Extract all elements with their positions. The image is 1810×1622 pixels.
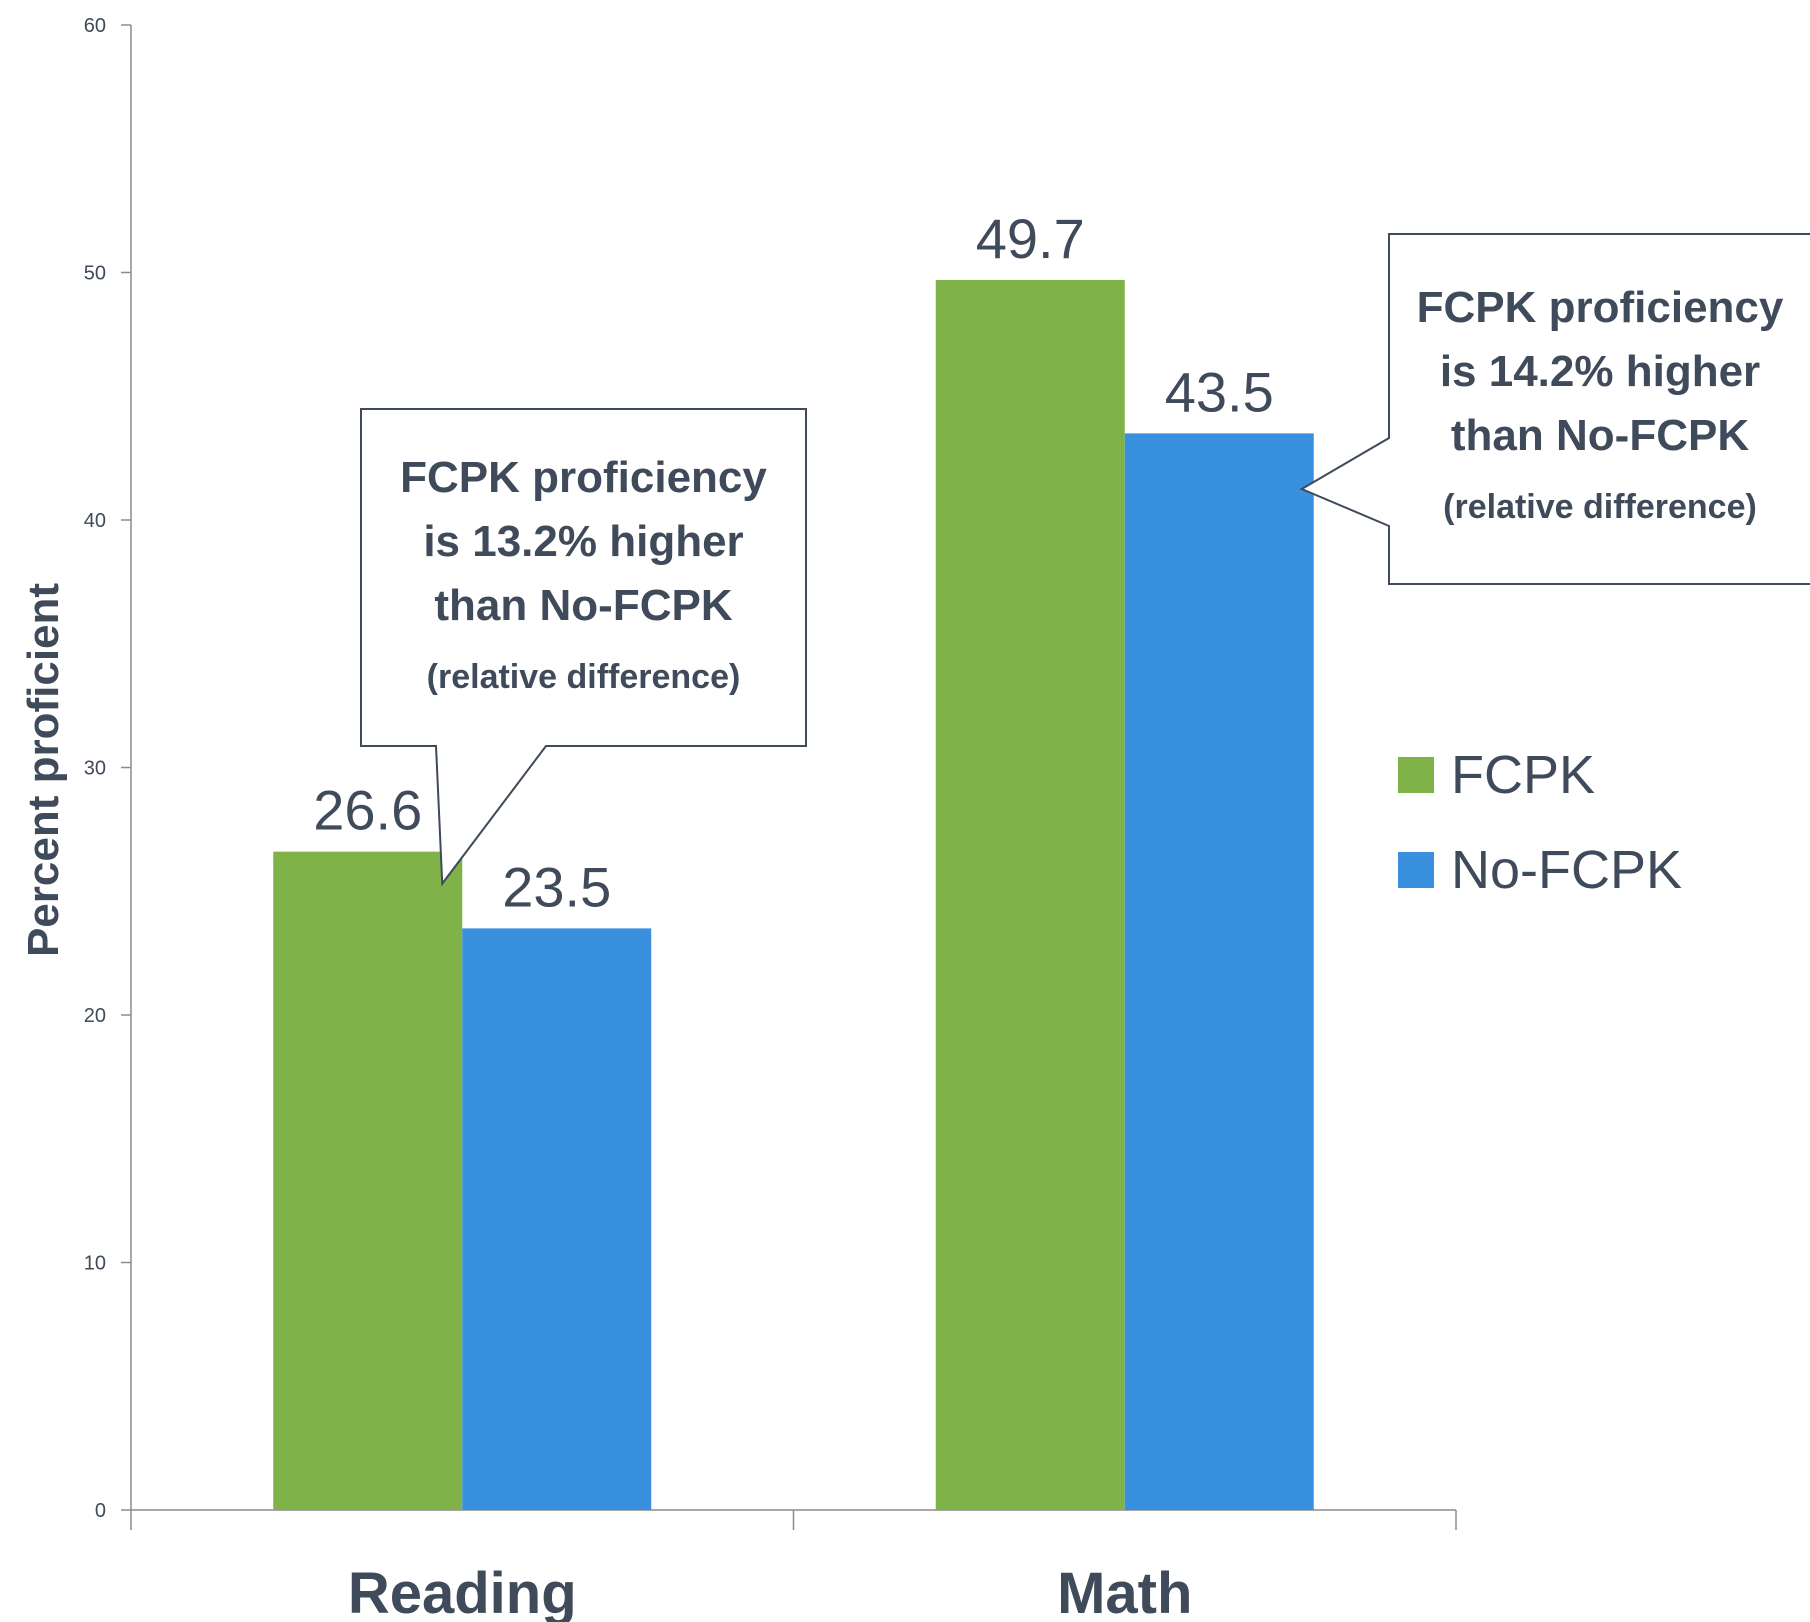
bars: 26.6 23.5 49.7 43.5	[273, 207, 1314, 1510]
y-axis-title: Percent proficient	[19, 583, 68, 957]
y-tick-label: 40	[84, 510, 106, 532]
legend-label: No-FCPK	[1451, 840, 1682, 900]
callout-text-line: is 13.2% higher	[423, 517, 743, 566]
bar-fcpk	[935, 279, 1125, 1510]
bar-value-label: 43.5	[1165, 360, 1274, 423]
callout-note: (relative difference)	[427, 658, 741, 696]
x-tick-label: Reading	[348, 1561, 577, 1622]
y-tick-label: 30	[84, 758, 106, 780]
callout-text-line: FCPK proficiency	[1417, 283, 1784, 332]
legend-label: FCPK	[1451, 745, 1595, 805]
y-tick-label: 0	[95, 1500, 106, 1522]
bar-value-label: 26.6	[313, 779, 422, 842]
bar-fcpk	[273, 851, 463, 1510]
x-tick-label: Math	[1057, 1561, 1192, 1622]
callout-box-reading	[360, 408, 807, 887]
callout-text-line: is 14.2% higher	[1440, 347, 1760, 396]
legend: FCPK No-FCPK	[1398, 745, 1682, 900]
bar-value-label: 23.5	[502, 855, 611, 918]
y-tick-label: 20	[84, 1005, 106, 1027]
legend-swatch-no-fcpk	[1398, 852, 1434, 888]
callout-note: (relative difference)	[1443, 488, 1757, 526]
legend-swatch-fcpk	[1398, 757, 1434, 793]
y-tick-label: 10	[84, 1253, 106, 1275]
callout-box-math	[1299, 233, 1810, 585]
callout-text-line: FCPK proficiency	[400, 453, 767, 502]
bar-no-fcpk	[462, 928, 652, 1510]
callouts: FCPK proficiency is 13.2% higher than No-F…	[360, 233, 1810, 887]
y-tick-label: 60	[84, 15, 106, 37]
callout-text-line: than No-FCPK	[434, 581, 732, 630]
bar-value-label: 49.7	[976, 207, 1085, 270]
y-axis: 0 10 20 30 40 50 60	[84, 15, 132, 1522]
callout-text-line: than No-FCPK	[1451, 411, 1749, 460]
bar-no-fcpk	[1124, 433, 1314, 1510]
x-axis: Reading Math	[130, 1509, 1457, 1622]
y-tick-label: 50	[84, 263, 106, 285]
